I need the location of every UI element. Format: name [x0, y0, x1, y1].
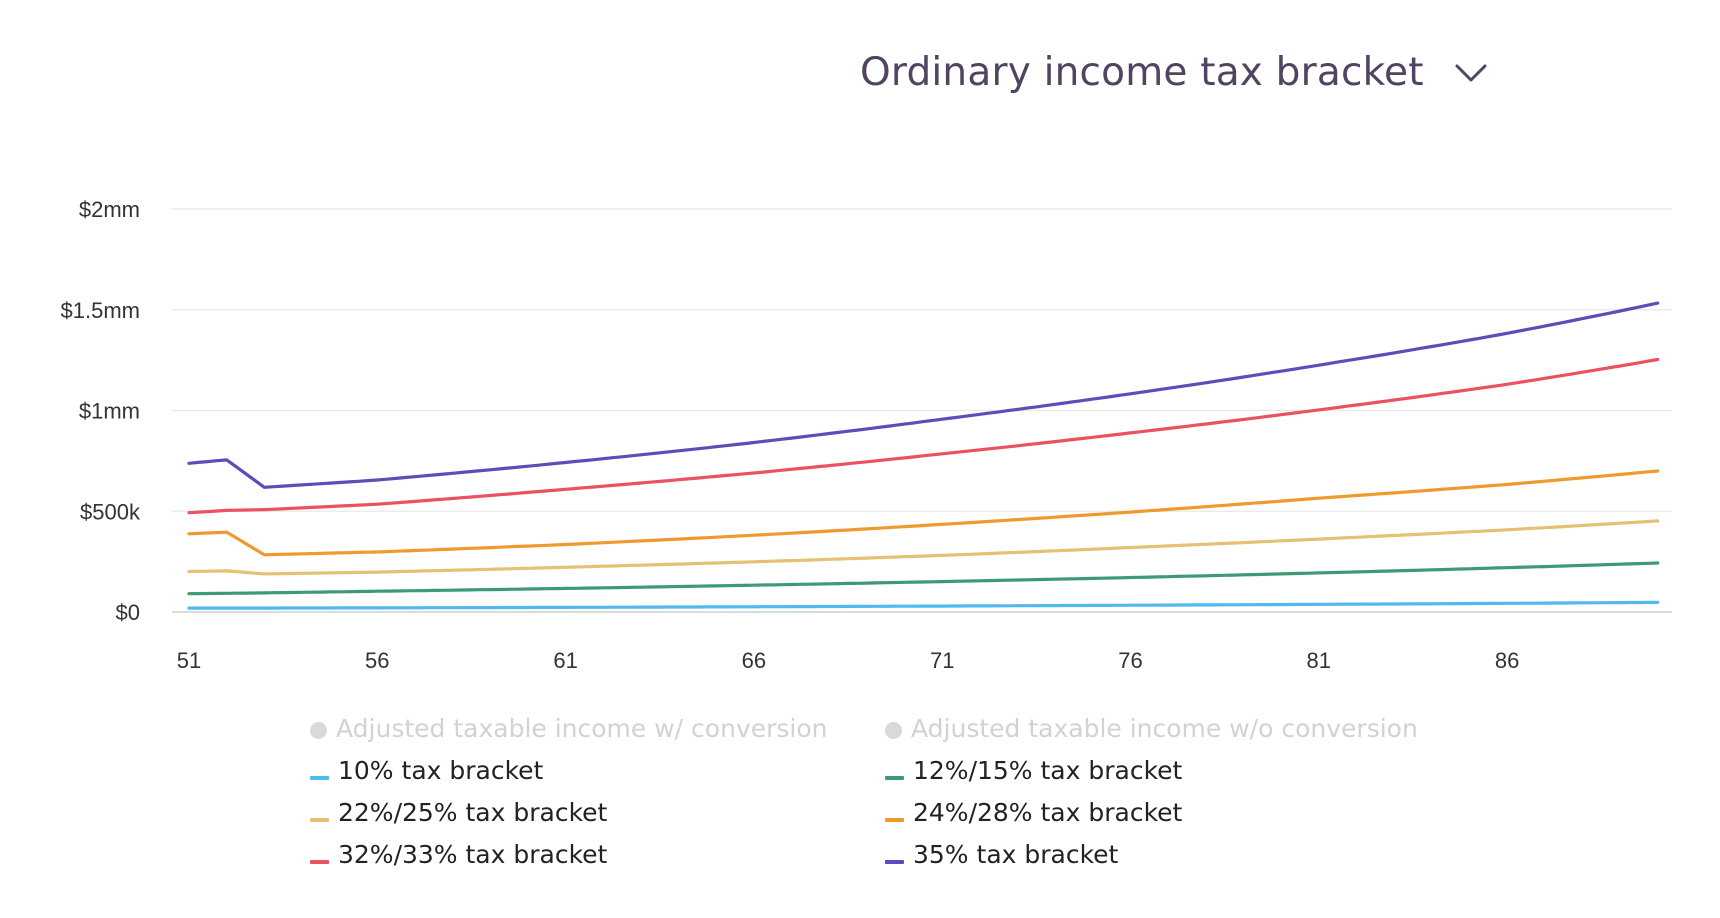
legend-swatch-icon: [885, 775, 904, 780]
legend-dot-icon: [885, 722, 902, 739]
x-tick-label: 51: [177, 648, 201, 673]
legend-swatch-icon: [310, 859, 329, 864]
legend-dot-icon: [310, 722, 327, 739]
legend-item[interactable]: 12%/15% tax bracket: [885, 754, 1460, 787]
line-chart: $0 $500k $1mm $1.5mm $2mm 51 56 61 66 71 76 81 86: [61, 197, 1672, 673]
series-line-1: [187, 600, 1660, 610]
legend-label: 22%/25% tax bracket: [338, 798, 608, 827]
x-tick-label: 71: [930, 648, 954, 673]
y-tick-label: $2mm: [79, 197, 140, 222]
legend-item[interactable]: 32%/33% tax bracket: [310, 838, 885, 871]
legend-label: 10% tax bracket: [338, 756, 544, 785]
y-tick-label: $1mm: [79, 399, 140, 424]
x-tick-label: 76: [1118, 648, 1142, 673]
chevron-down-icon[interactable]: [1454, 56, 1488, 90]
legend-item[interactable]: 24%/28% tax bracket: [885, 796, 1460, 829]
series-line-4: [187, 469, 1660, 557]
y-tick-label: $0: [116, 600, 140, 625]
x-tick-label: 66: [742, 648, 766, 673]
x-tick-label: 61: [553, 648, 577, 673]
x-axis: 51 56 61 66 71 76 81 86: [177, 648, 1520, 673]
legend-label: 24%/28% tax bracket: [913, 798, 1183, 827]
chart-type-dropdown[interactable]: Ordinary income tax bracket: [860, 50, 1488, 95]
x-tick-label: 81: [1307, 648, 1331, 673]
legend-label: 35% tax bracket: [913, 840, 1119, 869]
legend-item[interactable]: 35% tax bracket: [885, 838, 1460, 871]
series-line-6: [187, 301, 1660, 489]
x-tick-label: 56: [365, 648, 389, 673]
legend-label: Adjusted taxable income w/ conversion: [336, 714, 828, 743]
y-axis: $0 $500k $1mm $1.5mm $2mm: [61, 197, 141, 625]
legend-swatch-icon: [885, 859, 904, 864]
legend-swatch-icon: [885, 817, 904, 822]
legend-label: 32%/33% tax bracket: [338, 840, 608, 869]
series-line-5: [187, 357, 1660, 515]
legend-swatch-icon: [310, 775, 329, 780]
chart-legend: Adjusted taxable income w/ conversion Adj…: [310, 712, 1460, 871]
series-lines: [187, 301, 1660, 610]
legend-item[interactable]: Adjusted taxable income w/ conversion: [310, 712, 885, 745]
legend-swatch-icon: [310, 817, 329, 822]
y-tick-label: $500k: [80, 499, 141, 524]
series-line-2: [187, 561, 1660, 596]
legend-label: 12%/15% tax bracket: [913, 756, 1183, 785]
legend-item[interactable]: 22%/25% tax bracket: [310, 796, 885, 829]
y-tick-label: $1.5mm: [61, 298, 140, 323]
x-tick-label: 86: [1495, 648, 1519, 673]
legend-item[interactable]: Adjusted taxable income w/o conversion: [885, 712, 1460, 745]
legend-item[interactable]: 10% tax bracket: [310, 754, 885, 787]
grid-lines: [172, 208, 1672, 613]
series-line-3: [187, 519, 1660, 576]
chart-title: Ordinary income tax bracket: [860, 50, 1424, 95]
legend-label: Adjusted taxable income w/o conversion: [911, 714, 1418, 743]
